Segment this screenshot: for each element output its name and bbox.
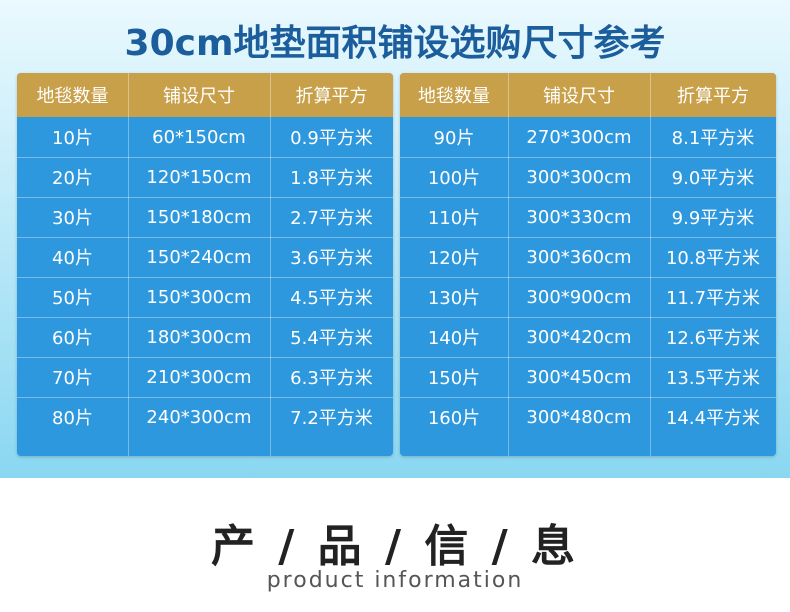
table-cell: 12.6平方米 (665, 328, 761, 349)
row-divider (17, 237, 393, 238)
row-divider (17, 157, 393, 158)
header-cell: 铺设尺寸 (543, 86, 615, 107)
header-cell: 地毯数量 (418, 86, 490, 107)
header-cell: 折算平方 (677, 86, 749, 107)
table-cell: 10.8平方米 (665, 248, 761, 269)
table-cell: 2.7平方米 (290, 208, 373, 229)
table-cell: 240*300cm (146, 406, 252, 428)
table-cell: 80片 (52, 408, 93, 429)
row-divider (17, 397, 393, 398)
table-cell: 300*450cm (526, 366, 632, 388)
table-cell: 300*300cm (526, 166, 632, 188)
table-cell: 300*900cm (526, 286, 632, 308)
table-cell: 40片 (52, 248, 93, 269)
table-cell: 300*360cm (526, 246, 632, 268)
row-divider (400, 317, 776, 318)
table-cell: 150片 (427, 368, 481, 389)
row-divider (17, 197, 393, 198)
row-divider (400, 237, 776, 238)
table-cell: 60片 (52, 328, 93, 349)
table-cell: 6.3平方米 (290, 368, 373, 389)
row-divider (17, 317, 393, 318)
table-cell: 180*300cm (146, 326, 252, 348)
table-cell: 7.2平方米 (290, 408, 373, 429)
table-cell: 70片 (52, 368, 93, 389)
table-cell: 100片 (427, 168, 481, 189)
table-cell: 300*420cm (526, 326, 632, 348)
row-divider (400, 397, 776, 398)
header-row-bg (17, 73, 393, 117)
row-divider (400, 357, 776, 358)
table-cell: 300*330cm (526, 206, 632, 228)
header-cell: 地毯数量 (36, 86, 109, 107)
column-divider (128, 73, 129, 456)
table-cell: 9.9平方米 (671, 208, 755, 229)
table-cell: 30片 (52, 208, 93, 229)
table-cell: 150*240cm (146, 246, 252, 268)
table: 地毯数量 铺设尺寸 折算平方 90片 270*300cm 8.1平方米 100片 300*30… (400, 73, 776, 456)
table-cell: 130片 (427, 288, 481, 309)
table-cell: 270*300cm (526, 126, 632, 148)
table-cell: 210*300cm (146, 366, 252, 388)
table-cell: 120*150cm (146, 166, 252, 188)
row-divider (400, 277, 776, 278)
table-cell: 9.0平方米 (671, 168, 755, 189)
column-divider (270, 73, 271, 456)
table-cell: 50片 (52, 288, 93, 309)
table-cell: 300*480cm (526, 406, 632, 428)
table-cell: 20片 (52, 168, 93, 189)
table-cell: 150*180cm (146, 206, 252, 228)
table-cell: 8.1平方米 (671, 128, 755, 149)
table-cell: 13.5平方米 (665, 368, 761, 389)
table: 地毯数量 铺设尺寸 折算平方 10片 60*150cm 0.9平方米 20片 120*150c… (17, 73, 393, 456)
row-divider (17, 357, 393, 358)
row-divider (17, 277, 393, 278)
title: 30cm地垫面积铺设选购尺寸参考 (124, 23, 666, 64)
column-divider (650, 73, 651, 456)
table-cell: 5.4平方米 (290, 328, 373, 349)
table-cell: 120片 (427, 248, 481, 269)
footer-title: 产 / 品 / 信 / 息 (210, 521, 580, 572)
table-cell: 140片 (427, 328, 481, 349)
row-divider (400, 197, 776, 198)
table-cell: 160片 (427, 408, 481, 429)
footer-subtitle: product information (266, 568, 524, 593)
table-cell: 4.5平方米 (290, 288, 373, 309)
table-cell: 3.6平方米 (290, 248, 373, 269)
row-divider (400, 157, 776, 158)
table-cell: 1.8平方米 (290, 168, 373, 189)
header-row-bg (400, 73, 776, 117)
table-cell: 10片 (52, 128, 93, 149)
table-cell: 110片 (427, 208, 481, 229)
column-divider (508, 73, 509, 456)
header-cell: 折算平方 (295, 86, 368, 107)
table-cell: 150*300cm (146, 286, 252, 308)
table-cell: 90片 (433, 128, 475, 149)
table-cell: 11.7平方米 (665, 288, 761, 309)
table-cell: 60*150cm (152, 126, 246, 148)
header-cell: 铺设尺寸 (163, 86, 235, 107)
table-cell: 14.4平方米 (665, 408, 761, 429)
table-cell: 0.9平方米 (290, 128, 373, 149)
